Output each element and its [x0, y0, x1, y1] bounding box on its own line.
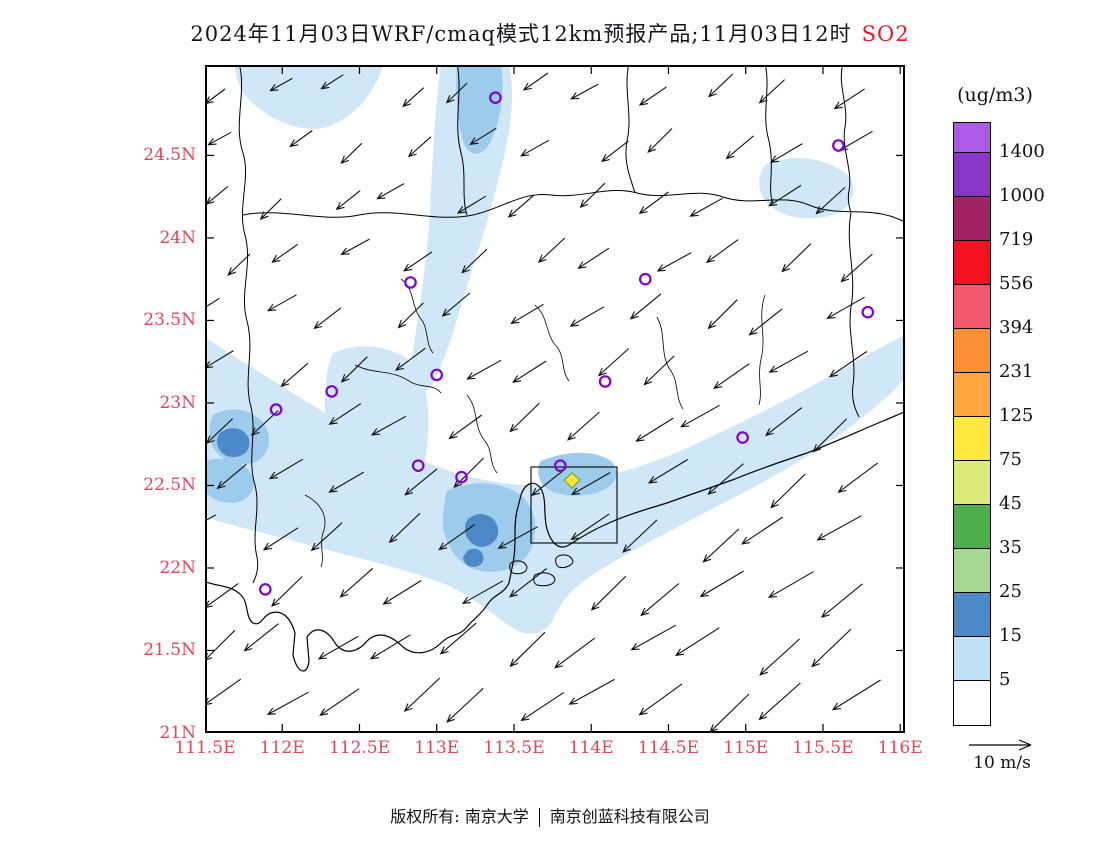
- lat-tick-label: 22N: [159, 557, 196, 578]
- colorbar-cell: [954, 461, 990, 505]
- lon-tick-label: 112E: [259, 738, 305, 758]
- copyright-footer: 版权所有: 南京大学 南京创蓝科技有限公司: [0, 803, 1100, 827]
- colorbar-tick-label: 1400: [999, 141, 1045, 162]
- colorbar-tick-label: 556: [999, 273, 1034, 294]
- colorbar-cell: [954, 197, 990, 241]
- lat-tick-label: 23.5N: [143, 310, 196, 331]
- wind-reference-arrow-icon: [969, 739, 1032, 751]
- study-area-box: [530, 466, 618, 544]
- wind-reference-legend: 10 m/s: [942, 736, 1062, 773]
- station-marker: [489, 91, 502, 104]
- so2-fill-dark: [217, 428, 499, 567]
- station-marker: [258, 583, 272, 596]
- lon-tick-label: 115.5E: [792, 738, 854, 758]
- station-marker: [736, 431, 749, 444]
- colorbar-cell: [954, 373, 990, 417]
- colorbar-tick-label: 35: [999, 537, 1022, 558]
- lon-tick-label: 116E: [877, 738, 923, 758]
- so2-fill-pale: [205, 65, 905, 634]
- colorbar-tick-label: 15: [999, 625, 1022, 646]
- colorbar-cell: [954, 549, 990, 593]
- lon-tick-label: 115E: [723, 738, 769, 758]
- colorbar-unit-label: (ug/m3): [957, 84, 1033, 106]
- coastline-and-borders: [205, 65, 905, 672]
- footer-left: 版权所有: 南京大学: [390, 807, 529, 826]
- station-marker: [598, 375, 612, 388]
- colorbar-tick-label: 25: [999, 581, 1022, 602]
- lat-tick-label: 24N: [159, 227, 196, 248]
- lat-tick-label: 21.5N: [143, 640, 196, 661]
- station-marker: [553, 459, 567, 472]
- footer-right: 南京创蓝科技有限公司: [549, 807, 710, 826]
- colorbar-tick-label: 45: [999, 493, 1022, 514]
- lat-tick-label: 21N: [159, 723, 196, 743]
- colorbar-tick-label: 5: [999, 669, 1011, 690]
- station-marker: [404, 276, 417, 289]
- lat-tick-label: 22.5N: [143, 475, 196, 496]
- colorbar-cell: [954, 329, 990, 373]
- colorbar-cell: [954, 417, 990, 461]
- station-marker: [832, 139, 845, 152]
- colorbar-tick-label: 394: [999, 317, 1034, 338]
- colorbar-tick-label: 125: [999, 405, 1034, 426]
- title-species: SO2: [861, 22, 910, 46]
- lon-tick-label: 114.5E: [637, 738, 699, 758]
- map-canvas: [205, 65, 905, 733]
- colorbar-tick-label: 1000: [999, 185, 1045, 206]
- station-marker: [269, 403, 283, 416]
- colorbar-tick-label: 75: [999, 449, 1022, 470]
- station-marker: [638, 272, 652, 286]
- colorbar-cell: [954, 123, 990, 153]
- wind-arrows: [205, 72, 881, 733]
- colorbar-tick-label: 719: [999, 229, 1034, 250]
- lat-tick-label: 23N: [159, 392, 196, 413]
- colorbar-cell: [954, 505, 990, 549]
- station-markers: [258, 91, 875, 596]
- lon-tick-label: 113.5E: [483, 738, 545, 758]
- lon-tick-label: 111.5E: [174, 738, 236, 758]
- colorbar: [953, 122, 991, 726]
- so2-max-yellow-spot: [562, 472, 582, 490]
- colorbar-cell: [954, 637, 990, 681]
- station-marker: [325, 385, 338, 398]
- page-title: 2024年11月03日WRF/cmaq模式12km预报产品;11月03日12时 S…: [0, 18, 1100, 48]
- station-marker: [861, 305, 875, 319]
- colorbar-tick-label: 231: [999, 361, 1034, 382]
- lat-tick-label: 24.5N: [143, 145, 196, 166]
- title-text: 2024年11月03日WRF/cmaq模式12km预报产品;11月03日12时: [190, 22, 852, 46]
- colorbar-cell: [954, 153, 990, 197]
- so2-fill-medium: [205, 65, 617, 572]
- colorbar-cell: [954, 285, 990, 329]
- map-frame: [205, 65, 905, 733]
- colorbar-cell: [954, 593, 990, 637]
- footer-divider: [538, 808, 540, 827]
- colorbar-cell: [954, 681, 990, 725]
- lon-tick-label: 112.5E: [328, 738, 391, 758]
- station-marker: [411, 459, 425, 472]
- station-marker: [455, 470, 468, 484]
- station-marker: [430, 368, 443, 382]
- map-panel: [205, 65, 905, 733]
- wind-reference-label: 10 m/s: [973, 753, 1031, 773]
- colorbar-cell: [954, 241, 990, 285]
- lon-tick-label: 114E: [568, 738, 614, 758]
- lon-tick-label: 113E: [414, 738, 460, 758]
